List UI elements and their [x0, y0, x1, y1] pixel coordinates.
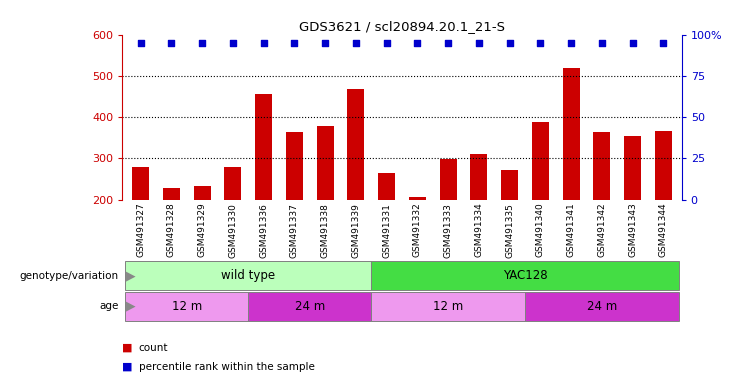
Text: GSM491335: GSM491335: [505, 203, 514, 258]
Text: GSM491332: GSM491332: [413, 203, 422, 257]
Point: [135, 40, 147, 46]
Text: ▶: ▶: [126, 300, 136, 313]
Text: GSM491330: GSM491330: [228, 203, 237, 258]
Text: ■: ■: [122, 343, 133, 353]
Point: [504, 40, 516, 46]
Text: GSM491342: GSM491342: [597, 203, 606, 257]
Text: GSM491343: GSM491343: [628, 203, 637, 257]
Text: ■: ■: [122, 362, 133, 372]
Point: [319, 40, 331, 46]
Point: [411, 40, 423, 46]
Bar: [225, 167, 242, 200]
Text: wild type: wild type: [222, 269, 276, 282]
Bar: [163, 188, 180, 200]
Bar: [125, 261, 371, 290]
Bar: [439, 159, 456, 200]
Text: GSM491338: GSM491338: [321, 203, 330, 258]
Text: 12 m: 12 m: [172, 300, 202, 313]
Bar: [125, 292, 248, 321]
Point: [596, 40, 608, 46]
Text: ▶: ▶: [126, 269, 136, 282]
Bar: [501, 170, 518, 200]
Bar: [348, 89, 365, 200]
Text: GSM491341: GSM491341: [567, 203, 576, 257]
Text: 24 m: 24 m: [587, 300, 617, 313]
Text: count: count: [139, 343, 168, 353]
Title: GDS3621 / scl20894.20.1_21-S: GDS3621 / scl20894.20.1_21-S: [299, 20, 505, 33]
Bar: [286, 132, 303, 200]
Text: GSM491336: GSM491336: [259, 203, 268, 258]
Text: GSM491334: GSM491334: [474, 203, 483, 257]
Bar: [371, 261, 679, 290]
Text: GSM491328: GSM491328: [167, 203, 176, 257]
Bar: [193, 187, 210, 200]
Text: GSM491333: GSM491333: [444, 203, 453, 258]
Text: GSM491339: GSM491339: [351, 203, 360, 258]
Text: 12 m: 12 m: [433, 300, 463, 313]
Point: [381, 40, 393, 46]
Point: [165, 40, 177, 46]
Bar: [409, 197, 426, 200]
Bar: [655, 131, 672, 200]
Text: GSM491340: GSM491340: [536, 203, 545, 257]
Point: [473, 40, 485, 46]
Text: 24 m: 24 m: [295, 300, 325, 313]
Point: [627, 40, 639, 46]
Text: GSM491337: GSM491337: [290, 203, 299, 258]
Point: [258, 40, 270, 46]
Point: [534, 40, 546, 46]
Text: GSM491344: GSM491344: [659, 203, 668, 257]
Text: GSM491327: GSM491327: [136, 203, 145, 257]
Bar: [248, 292, 371, 321]
Bar: [525, 292, 679, 321]
Point: [196, 40, 208, 46]
Text: age: age: [99, 301, 119, 311]
Bar: [132, 167, 149, 200]
Bar: [255, 94, 272, 200]
Bar: [316, 126, 333, 200]
Bar: [378, 173, 395, 200]
Bar: [471, 154, 488, 200]
Text: YAC128: YAC128: [502, 269, 548, 282]
Bar: [562, 68, 579, 200]
Text: GSM491329: GSM491329: [198, 203, 207, 257]
Point: [657, 40, 669, 46]
Point: [565, 40, 577, 46]
Text: GSM491331: GSM491331: [382, 203, 391, 258]
Bar: [371, 292, 525, 321]
Point: [442, 40, 454, 46]
Bar: [624, 136, 641, 200]
Point: [288, 40, 300, 46]
Text: genotype/variation: genotype/variation: [19, 270, 119, 281]
Point: [350, 40, 362, 46]
Bar: [532, 122, 549, 200]
Text: percentile rank within the sample: percentile rank within the sample: [139, 362, 314, 372]
Bar: [594, 132, 611, 200]
Point: [227, 40, 239, 46]
